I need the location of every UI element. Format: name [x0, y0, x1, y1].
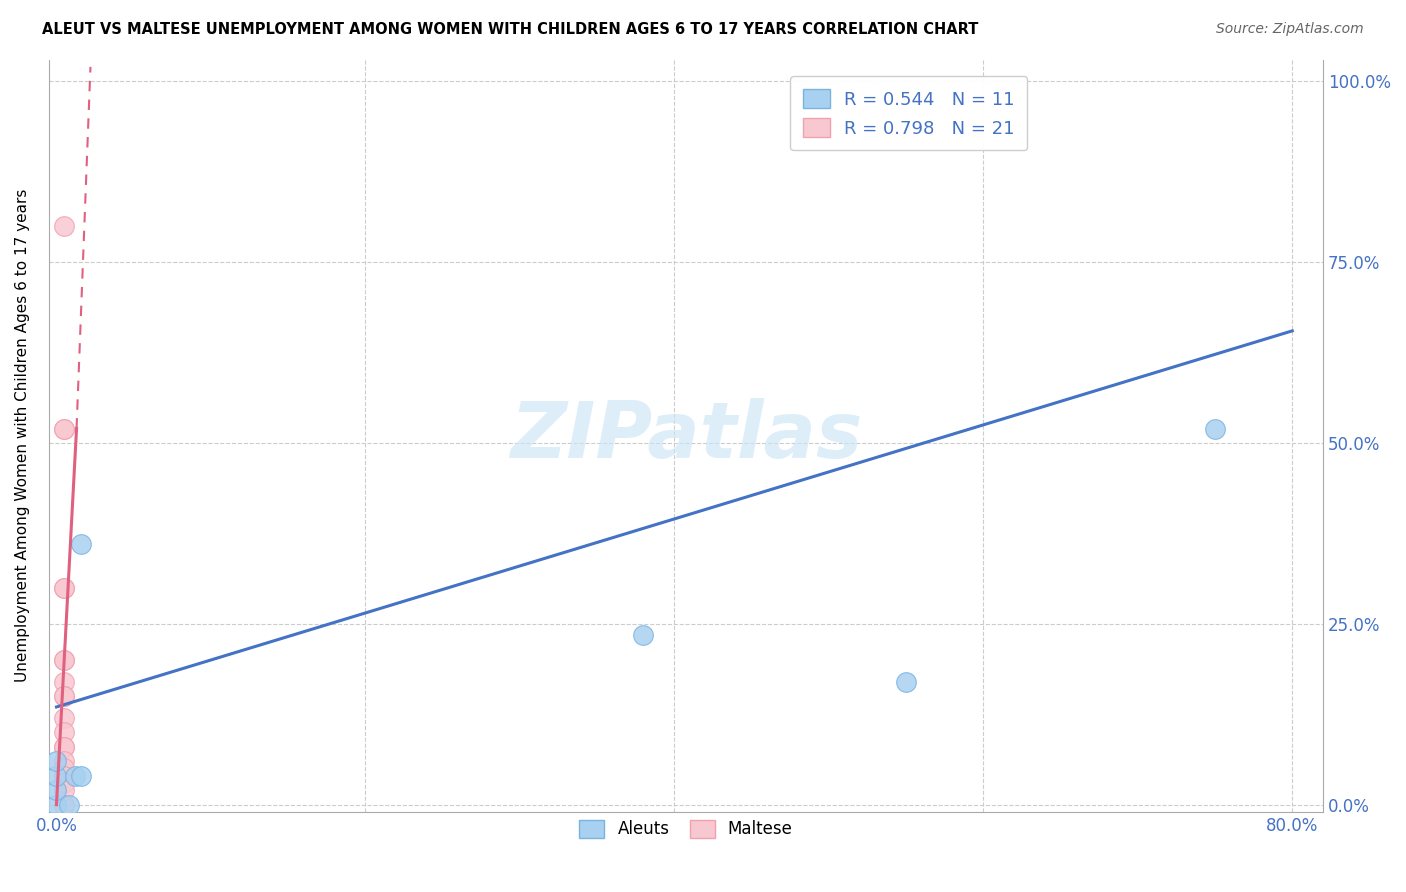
- Point: [53, 797, 76, 812]
- Point: [53, 769, 76, 783]
- Point: [633, 628, 655, 642]
- Point: [58, 797, 80, 812]
- Point: [53, 776, 76, 790]
- Point: [53, 689, 76, 703]
- Point: [53, 762, 76, 776]
- Point: [70, 537, 93, 551]
- Point: [53, 739, 76, 754]
- Point: [53, 421, 76, 435]
- Text: Source: ZipAtlas.com: Source: ZipAtlas.com: [1216, 22, 1364, 37]
- Point: [45, 783, 67, 797]
- Point: [894, 674, 917, 689]
- Point: [53, 725, 76, 739]
- Point: [53, 739, 76, 754]
- Point: [53, 219, 76, 233]
- Legend: Aleuts, Maltese: Aleuts, Maltese: [572, 813, 800, 845]
- Point: [53, 581, 76, 595]
- Point: [53, 783, 76, 797]
- Point: [53, 421, 76, 435]
- Text: ALEUT VS MALTESE UNEMPLOYMENT AMONG WOMEN WITH CHILDREN AGES 6 TO 17 YEARS CORRE: ALEUT VS MALTESE UNEMPLOYMENT AMONG WOME…: [42, 22, 979, 37]
- Y-axis label: Unemployment Among Women with Children Ages 6 to 17 years: Unemployment Among Women with Children A…: [15, 189, 30, 682]
- Point: [53, 581, 76, 595]
- Point: [45, 797, 67, 812]
- Point: [53, 754, 76, 768]
- Text: ZIPatlas: ZIPatlas: [510, 398, 862, 474]
- Point: [45, 754, 67, 768]
- Point: [53, 674, 76, 689]
- Point: [53, 769, 76, 783]
- Point: [45, 769, 67, 783]
- Point: [53, 689, 76, 703]
- Point: [1204, 421, 1226, 435]
- Point: [70, 769, 93, 783]
- Point: [53, 653, 76, 667]
- Point: [63, 769, 86, 783]
- Point: [53, 653, 76, 667]
- Point: [53, 711, 76, 725]
